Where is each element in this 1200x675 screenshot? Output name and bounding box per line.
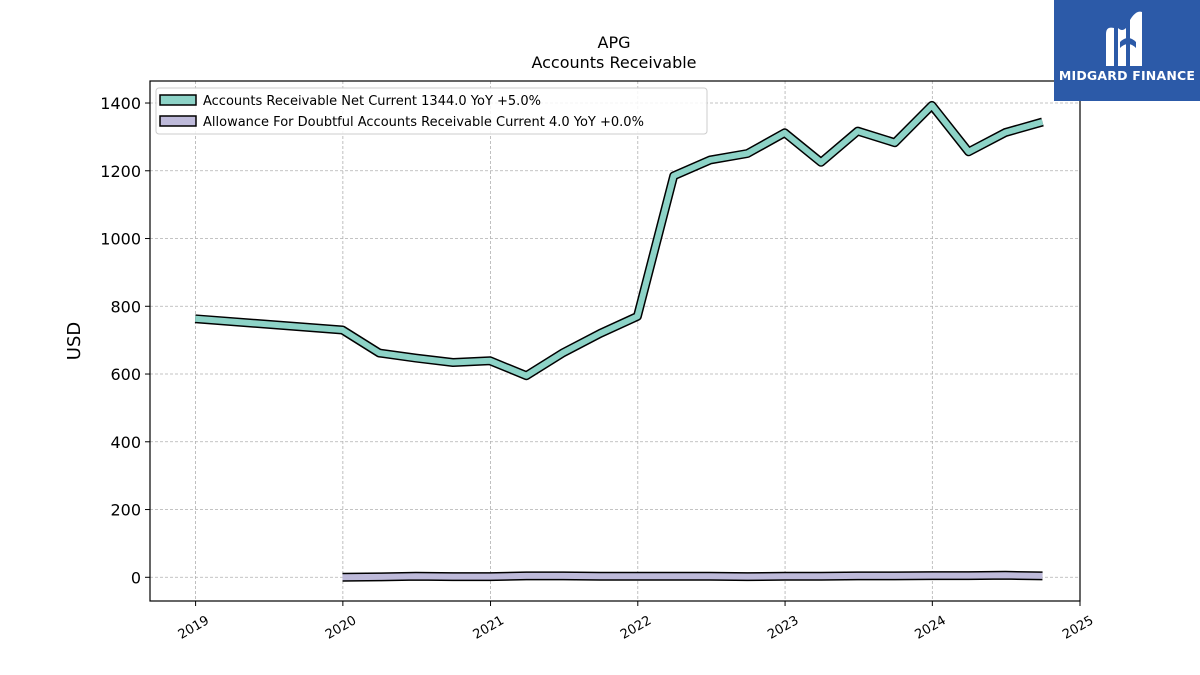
x-tick-label: 2020: [323, 613, 359, 643]
y-axis: 0 200 400 600 800 1000 1200 1400: [100, 94, 150, 587]
y-tick-label: 600: [110, 365, 141, 384]
legend-swatch-allowance: [159, 115, 197, 127]
chart-title: APG: [598, 33, 631, 52]
midgard-finance-logo: MIDGARD FINANCE: [1054, 0, 1200, 101]
legend-box: [155, 87, 708, 135]
y-tick-label: 1200: [100, 162, 141, 181]
y-axis-label: USD: [64, 322, 85, 360]
series-layer: [194, 100, 1044, 582]
logo-text: MIDGARD FINANCE: [1058, 68, 1196, 83]
x-axis: 2019 2020 2021 2022 2023 2024 2025: [176, 601, 1096, 643]
legend-label-allowance: Allowance For Doubtful Accounts Receivab…: [203, 115, 644, 130]
y-tick-label: 800: [110, 297, 141, 316]
logo-mark-icon: [1106, 11, 1142, 67]
series-line-0: [194, 102, 1044, 379]
series-line-1: [342, 572, 1043, 581]
y-tick-label: 1000: [100, 230, 141, 249]
x-tick-label: 2019: [176, 613, 212, 643]
y-tick-label: 1400: [100, 94, 141, 113]
x-tick-label: 2023: [765, 613, 801, 643]
plot-frame: [149, 80, 1081, 602]
y-tick-label: 400: [110, 433, 141, 452]
legend: Accounts Receivable Net Current 1344.0 Y…: [155, 87, 708, 135]
legend-swatch-ar-net: [159, 94, 197, 106]
x-tick-label: 2022: [618, 613, 654, 643]
y-tick-label: 0: [131, 568, 141, 587]
y-tick-label: 200: [110, 501, 141, 520]
x-tick-label: 2025: [1060, 613, 1096, 643]
grid: [150, 81, 1081, 601]
legend-label-ar-net: Accounts Receivable Net Current 1344.0 Y…: [203, 94, 541, 109]
x-tick-label: 2024: [912, 613, 948, 643]
series-line-outline-0: [194, 100, 1044, 381]
x-tick-label: 2021: [471, 613, 507, 643]
chart-subtitle: Accounts Receivable: [531, 53, 696, 72]
